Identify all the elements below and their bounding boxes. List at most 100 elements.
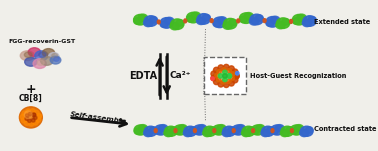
Ellipse shape — [256, 125, 265, 132]
Circle shape — [29, 112, 32, 116]
Ellipse shape — [138, 14, 147, 21]
Circle shape — [36, 114, 41, 119]
Ellipse shape — [144, 126, 157, 136]
Ellipse shape — [252, 129, 254, 133]
Ellipse shape — [52, 53, 57, 58]
Ellipse shape — [154, 125, 167, 135]
Ellipse shape — [239, 16, 247, 23]
Ellipse shape — [186, 16, 194, 22]
Ellipse shape — [290, 129, 293, 133]
Circle shape — [223, 70, 227, 75]
Ellipse shape — [217, 125, 226, 132]
Text: EDTA: EDTA — [129, 71, 157, 81]
Circle shape — [227, 69, 231, 73]
Ellipse shape — [271, 125, 284, 135]
Ellipse shape — [165, 17, 174, 25]
Circle shape — [227, 74, 231, 78]
Ellipse shape — [212, 128, 220, 134]
Circle shape — [211, 77, 214, 80]
Circle shape — [223, 64, 229, 70]
Text: Host-Guest Recognization: Host-Guest Recognization — [249, 73, 346, 79]
Ellipse shape — [197, 14, 210, 24]
Ellipse shape — [251, 128, 259, 134]
Ellipse shape — [292, 14, 305, 25]
Ellipse shape — [203, 126, 216, 136]
Ellipse shape — [228, 127, 235, 133]
Text: Ca²⁺: Ca²⁺ — [169, 71, 191, 80]
Ellipse shape — [184, 19, 187, 23]
Ellipse shape — [170, 127, 177, 133]
Ellipse shape — [276, 18, 290, 28]
Ellipse shape — [144, 19, 153, 27]
Ellipse shape — [266, 127, 274, 133]
Circle shape — [30, 109, 35, 114]
Ellipse shape — [232, 128, 240, 134]
Circle shape — [33, 120, 38, 125]
Circle shape — [24, 111, 32, 119]
Circle shape — [232, 69, 238, 75]
Ellipse shape — [191, 12, 200, 19]
Ellipse shape — [271, 128, 279, 134]
Circle shape — [216, 77, 221, 82]
Circle shape — [223, 82, 229, 88]
Ellipse shape — [232, 125, 245, 135]
Ellipse shape — [303, 16, 316, 26]
Ellipse shape — [174, 129, 177, 133]
Ellipse shape — [139, 125, 147, 132]
Circle shape — [222, 68, 226, 72]
Circle shape — [34, 116, 37, 119]
Ellipse shape — [193, 125, 206, 135]
Ellipse shape — [184, 126, 197, 136]
Circle shape — [28, 119, 31, 122]
Circle shape — [234, 73, 239, 79]
Circle shape — [20, 114, 26, 119]
Ellipse shape — [244, 13, 253, 20]
Circle shape — [214, 67, 219, 73]
Ellipse shape — [39, 52, 46, 57]
Ellipse shape — [149, 127, 157, 133]
Ellipse shape — [218, 17, 227, 24]
Ellipse shape — [54, 57, 59, 61]
Circle shape — [234, 73, 239, 79]
Ellipse shape — [290, 128, 298, 134]
Ellipse shape — [48, 53, 59, 61]
Ellipse shape — [25, 57, 37, 66]
Circle shape — [34, 110, 39, 116]
Ellipse shape — [28, 48, 40, 56]
Ellipse shape — [247, 127, 255, 133]
Ellipse shape — [271, 129, 274, 133]
Ellipse shape — [198, 125, 206, 132]
Ellipse shape — [159, 125, 168, 132]
Ellipse shape — [154, 128, 162, 134]
Ellipse shape — [249, 18, 259, 25]
Ellipse shape — [154, 129, 157, 133]
Ellipse shape — [40, 56, 53, 65]
Ellipse shape — [134, 128, 142, 134]
Ellipse shape — [290, 19, 293, 23]
Circle shape — [230, 76, 234, 80]
Circle shape — [218, 65, 224, 71]
Ellipse shape — [19, 107, 42, 128]
Circle shape — [36, 114, 41, 119]
Ellipse shape — [50, 56, 61, 64]
Ellipse shape — [239, 13, 253, 23]
Ellipse shape — [164, 130, 173, 137]
Ellipse shape — [174, 125, 186, 135]
Ellipse shape — [261, 130, 270, 137]
Ellipse shape — [302, 19, 311, 27]
Ellipse shape — [250, 14, 263, 25]
Ellipse shape — [276, 21, 285, 29]
Text: Self-assemble: Self-assemble — [70, 111, 127, 125]
Ellipse shape — [42, 49, 55, 57]
Ellipse shape — [193, 128, 201, 134]
Ellipse shape — [133, 14, 147, 25]
Ellipse shape — [144, 130, 152, 137]
Circle shape — [214, 79, 219, 85]
Ellipse shape — [251, 125, 264, 135]
Text: FGG-recoverin-GST: FGG-recoverin-GST — [8, 39, 75, 44]
Circle shape — [21, 118, 26, 123]
Ellipse shape — [164, 126, 177, 136]
Ellipse shape — [20, 51, 34, 61]
Ellipse shape — [170, 22, 179, 30]
Ellipse shape — [275, 125, 284, 132]
